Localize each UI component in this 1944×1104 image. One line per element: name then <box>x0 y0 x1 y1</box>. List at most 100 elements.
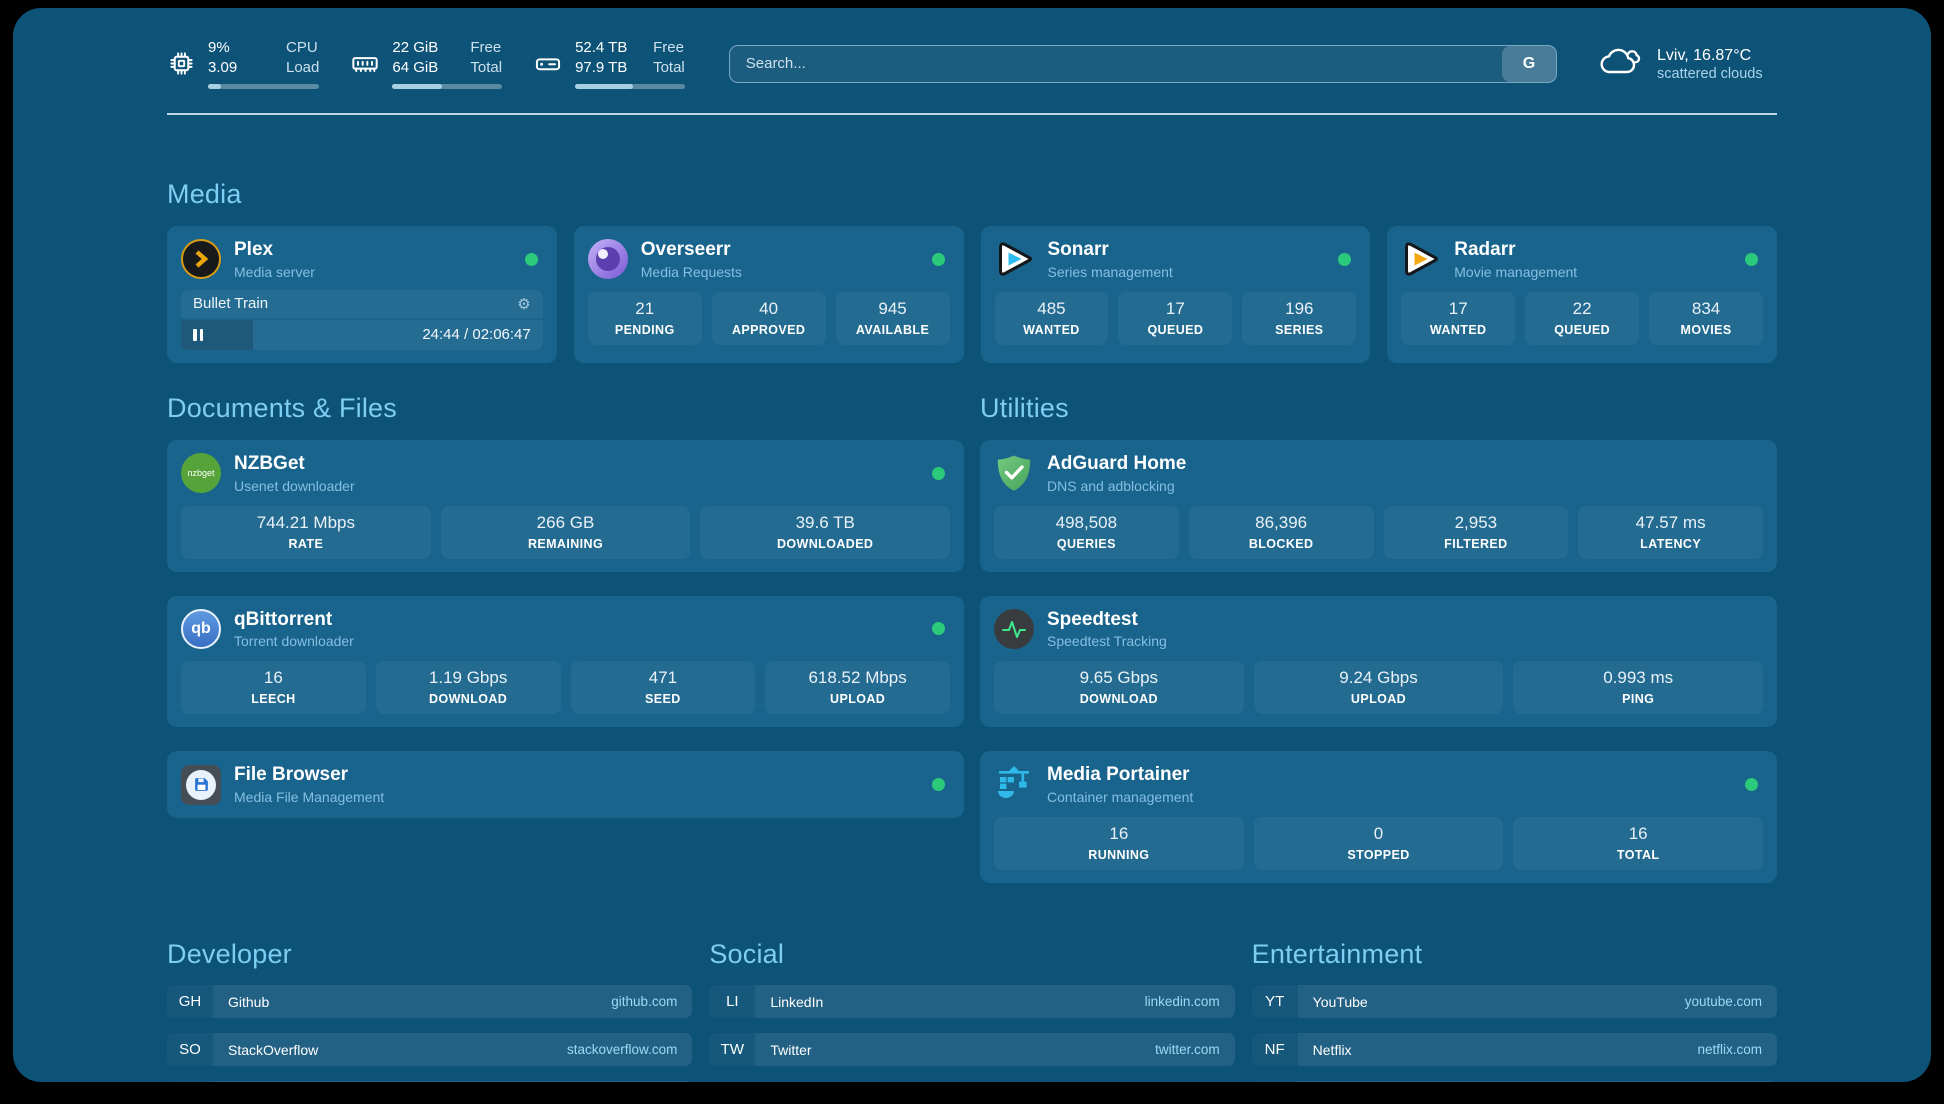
bookmark-youtube[interactable]: YT YouTube youtube.com <box>1252 985 1777 1019</box>
stat-blocked: 86,396 BLOCKED <box>1188 505 1374 559</box>
app-card-sonarr[interactable]: Sonarr Series management 485 WANTED 17 QUE… <box>980 226 1371 363</box>
disk-free-label: Free <box>653 39 684 56</box>
bookmark-abbr: RE <box>1252 1081 1298 1082</box>
app-card-nzbget[interactable]: nzbget NZBGet Usenet downloader 744.21 M… <box>167 439 964 572</box>
cpu-label: CPU <box>286 39 318 56</box>
bookmark-abbr: SO <box>167 1033 213 1066</box>
app-subtitle: Series management <box>1047 263 1173 280</box>
status-dot <box>932 778 945 792</box>
app-title: qBittorrent <box>234 608 333 630</box>
bookmark-linkedin[interactable]: LI LinkedIn linkedin.com <box>709 985 1235 1019</box>
bookmark-url: netflix.com <box>1697 1042 1762 1058</box>
bookmark-name: Netflix <box>1312 1041 1352 1058</box>
bookmark-url: twitter.com <box>1155 1042 1220 1058</box>
ram-progress-bar <box>392 84 503 89</box>
app-subtitle: Media Requests <box>640 263 742 280</box>
ram-stat: 22 GiB 64 GiB Free Total <box>351 38 503 89</box>
stat-filtered: 2,953 FILTERED <box>1383 505 1569 559</box>
app-card-qbittorrent[interactable]: qb qBittorrent Torrent downloader 16 LEEC… <box>167 595 964 728</box>
status-dot <box>931 252 945 266</box>
app-subtitle: Container management <box>1047 789 1194 806</box>
now-playing-row: Bullet Train ⚙ <box>181 289 543 318</box>
app-card-portainer[interactable]: Media Portainer Container management 16 R… <box>980 751 1777 884</box>
app-card-plex[interactable]: Plex Media server Bullet Train ⚙ 24:44 /… <box>167 226 557 363</box>
disk-total-label: Total <box>653 58 685 76</box>
app-title: Media Portainer <box>1047 764 1190 786</box>
app-card-speedtest[interactable]: Speedtest Speedtest Tracking 9.65 Gbps DO… <box>980 595 1777 728</box>
bookmark-name: Github <box>228 993 270 1010</box>
weather-location: Lviv, 16.87°C <box>1657 46 1752 64</box>
app-card-filebrowser[interactable]: File Browser Media File Management <box>167 751 964 819</box>
bookmark-github[interactable]: GH Github github.com <box>167 985 693 1019</box>
bookmark-abbr: TW <box>709 1033 755 1066</box>
stat-seed: 471 SEED <box>570 661 756 715</box>
bookmark-url: linkedin.com <box>1144 994 1220 1010</box>
status-dot <box>1338 252 1352 266</box>
bookmark-url: youtube.com <box>1684 994 1762 1010</box>
app-card-adguard[interactable]: AdGuard Home DNS and adblocking 498,508 Q… <box>980 439 1777 572</box>
stat-movies: 834 MOVIES <box>1649 291 1764 345</box>
adguard-icon <box>994 453 1034 493</box>
stat-queries: 498,508 QUERIES <box>994 505 1179 559</box>
disk-icon <box>534 50 562 78</box>
app-subtitle: Usenet downloader <box>234 477 355 494</box>
documents-column: Documents & Files nzbget NZBGet Usenet d… <box>167 393 964 883</box>
section-title-entertainment: Entertainment <box>1251 939 1423 970</box>
search-input[interactable] <box>729 45 1502 82</box>
system-stats: 9% 3.09 CPU Load <box>167 38 685 89</box>
bookmark-abbr: LI <box>709 985 755 1018</box>
stat-stopped: 0 STOPPED <box>1253 817 1504 871</box>
bookmark-abbr: NF <box>1252 1033 1298 1066</box>
stat-pending: 21 PENDING <box>587 291 702 345</box>
cpu-stat: 9% 3.09 CPU Load <box>167 38 320 89</box>
app-subtitle: Speedtest Tracking <box>1047 633 1167 650</box>
utilities-column: Utilities AdGuard Home <box>980 393 1777 884</box>
weather-widget: Lviv, 16.87°C scattered clouds <box>1597 41 1777 86</box>
app-subtitle: Torrent downloader <box>234 633 354 650</box>
gear-icon[interactable]: ⚙ <box>517 295 531 313</box>
app-subtitle: Media server <box>234 263 315 280</box>
stat-queued: 17 QUEUED <box>1118 291 1233 345</box>
app-card-overseerr[interactable]: Overseerr Media Requests 21 PENDING 40 APP… <box>573 226 964 363</box>
section-title-media: Media <box>167 179 242 209</box>
media-grid: Plex Media server Bullet Train ⚙ 24:44 /… <box>167 226 1777 363</box>
filebrowser-icon <box>181 764 221 805</box>
bookmark-name: StackOverflow <box>228 1041 319 1058</box>
bookmark-abbr: GH <box>167 985 213 1018</box>
bookmark-netflix[interactable]: NF Netflix netflix.com <box>1252 1033 1777 1067</box>
stat-wanted: 485 WANTED <box>994 291 1109 345</box>
bookmark-reddit[interactable]: RE Redditreddit.com <box>1252 1081 1777 1082</box>
stat-ping: 0.993 ms PING <box>1513 661 1764 715</box>
ram-total-value: 64 GiB <box>392 58 439 76</box>
top-bar: 9% 3.09 CPU Load <box>167 38 1777 89</box>
stat-running: 16 RUNNING <box>994 817 1244 871</box>
stat-series: 196 SERIES <box>1242 291 1357 345</box>
stat-latency: 47.57 ms LATENCY <box>1578 505 1763 559</box>
stat-leech: 16 LEECH <box>181 661 366 715</box>
disk-stat: 52.4 TB 97.9 TB Free Total <box>534 38 685 89</box>
bookmark-twitter[interactable]: TW Twitter twitter.com <box>709 1033 1235 1067</box>
stat-download: 1.19 Gbps DOWNLOAD <box>375 661 561 715</box>
bookmark-abbr: DT <box>167 1081 213 1082</box>
bookmark-stackoverflow[interactable]: SO StackOverflow stackoverflow.com <box>167 1033 693 1067</box>
ram-total-label: Total <box>470 58 503 76</box>
overseerr-icon <box>587 239 628 280</box>
bookmarks-social: Social LI LinkedIn linkedin.com TW Twitte… <box>709 939 1235 1082</box>
app-card-radarr[interactable]: Radarr Movie management 17 WANTED 22 QUEUE… <box>1387 226 1777 363</box>
disk-progress-bar <box>575 84 685 89</box>
playback-progress: 24:44 / 02:06:47 <box>181 319 543 350</box>
bookmark-name: LinkedIn <box>770 993 824 1010</box>
app-title: Radarr <box>1454 239 1516 260</box>
bookmark-url: github.com <box>611 994 678 1010</box>
app-title: NZBGet <box>234 452 305 474</box>
app-subtitle: Media File Management <box>234 789 385 806</box>
bookmark-dev[interactable]: DT DEVdev.to <box>167 1081 693 1082</box>
stat-remaining: 266 GB REMAINING <box>440 505 691 559</box>
stat-upload: 9.24 Gbps UPLOAD <box>1253 661 1504 715</box>
weather-condition: scattered clouds <box>1657 66 1763 83</box>
app-title: File Browser <box>234 764 349 786</box>
search-engine-button[interactable]: G <box>1502 45 1556 82</box>
now-playing-title: Bullet Train <box>193 295 269 313</box>
ram-icon <box>351 50 379 78</box>
ram-free-value: 22 GiB <box>392 39 439 56</box>
